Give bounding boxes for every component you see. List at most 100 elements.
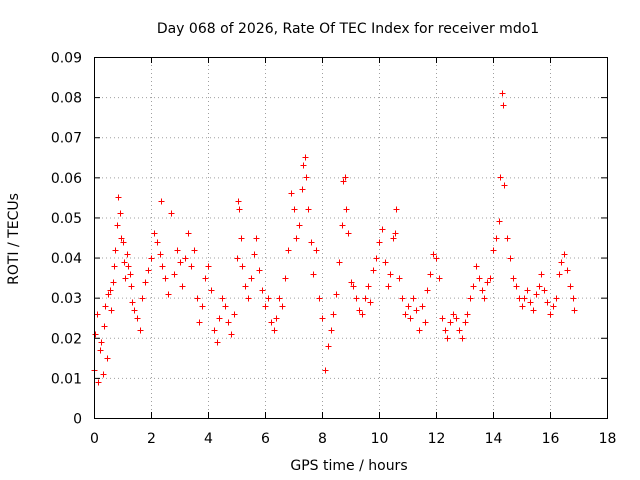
y-tick-label: 0.04 <box>51 251 82 267</box>
x-tick-label: 12 <box>428 431 446 447</box>
data-point <box>236 206 243 213</box>
data-point <box>333 291 340 298</box>
data-point <box>430 251 437 258</box>
data-point <box>343 206 350 213</box>
data-point <box>107 287 114 294</box>
data-point <box>424 287 431 294</box>
data-point <box>501 182 508 189</box>
x-tick-label: 18 <box>599 431 617 447</box>
data-point <box>194 295 201 302</box>
data-point <box>271 327 278 334</box>
data-point <box>104 355 111 362</box>
data-point <box>242 283 249 290</box>
data-point <box>533 291 540 298</box>
data-point <box>124 251 131 258</box>
data-point <box>316 295 323 302</box>
data-point <box>219 295 226 302</box>
x-tick-label: 14 <box>485 431 503 447</box>
y-axis-label: ROTI / TECUs <box>6 193 22 285</box>
data-point <box>453 315 460 322</box>
data-point <box>196 319 203 326</box>
data-point <box>484 279 491 286</box>
data-point <box>541 287 548 294</box>
x-tick-label: 6 <box>261 431 270 447</box>
data-point <box>117 210 124 217</box>
data-point <box>142 279 149 286</box>
data-point <box>396 275 403 282</box>
data-point <box>191 247 198 254</box>
data-point <box>174 247 181 254</box>
data-point <box>239 263 246 270</box>
data-point <box>168 210 175 217</box>
y-tick-label: 0.05 <box>51 211 82 227</box>
data-point <box>530 307 537 314</box>
data-point <box>319 315 326 322</box>
data-point <box>459 335 466 342</box>
data-point <box>100 371 107 378</box>
data-point <box>504 235 511 242</box>
data-point <box>493 235 500 242</box>
x-tick-label: 2 <box>147 431 156 447</box>
data-point <box>507 255 514 262</box>
data-point <box>157 251 164 258</box>
data-point <box>427 271 434 278</box>
data-point <box>407 315 414 322</box>
y-tick-label: 0.09 <box>51 51 82 67</box>
data-point <box>538 271 545 278</box>
data-point <box>105 291 112 298</box>
data-point <box>462 319 469 326</box>
data-point <box>128 283 135 290</box>
y-tick-label: 0.07 <box>51 131 82 147</box>
data-point <box>235 198 242 205</box>
data-point <box>256 267 263 274</box>
data-point <box>390 235 397 242</box>
data-point <box>262 303 269 310</box>
data-point <box>118 235 125 242</box>
data-point <box>216 315 223 322</box>
data-point <box>510 275 517 282</box>
data-point <box>127 271 134 278</box>
data-point <box>291 206 298 213</box>
data-point <box>513 283 520 290</box>
data-point <box>479 287 486 294</box>
data-point <box>473 263 480 270</box>
data-point <box>231 311 238 318</box>
data-point <box>571 307 578 314</box>
data-point <box>556 271 563 278</box>
data-point <box>353 295 360 302</box>
data-point <box>302 154 309 161</box>
data-point <box>199 303 206 310</box>
y-tick-label: 0.08 <box>51 91 82 107</box>
data-point <box>225 319 232 326</box>
data-point <box>500 102 507 109</box>
data-point <box>367 299 374 306</box>
data-point <box>447 319 454 326</box>
data-point <box>282 275 289 282</box>
data-point <box>547 311 554 318</box>
data-point <box>276 295 283 302</box>
data-point <box>345 230 352 237</box>
data-point <box>402 311 409 318</box>
data-point <box>238 235 245 242</box>
data-point <box>162 275 169 282</box>
data-point <box>154 239 161 246</box>
data-point <box>121 259 128 266</box>
data-point <box>570 295 577 302</box>
data-point <box>544 299 551 306</box>
data-point <box>379 226 386 233</box>
data-point <box>561 251 568 258</box>
data-point <box>330 311 337 318</box>
data-point <box>365 283 372 290</box>
data-point <box>422 319 429 326</box>
x-tick-label: 16 <box>542 431 560 447</box>
data-point <box>419 303 426 310</box>
data-point <box>248 275 255 282</box>
data-point <box>268 319 275 326</box>
data-point <box>182 255 189 262</box>
x-tick-label: 4 <box>204 431 213 447</box>
data-point <box>470 283 477 290</box>
data-point <box>308 239 315 246</box>
y-axis-ticks: 0 0.01 0.02 0.03 0.04 0.05 0.06 0.07 0.08 0.09 <box>51 51 607 428</box>
data-point <box>467 295 474 302</box>
